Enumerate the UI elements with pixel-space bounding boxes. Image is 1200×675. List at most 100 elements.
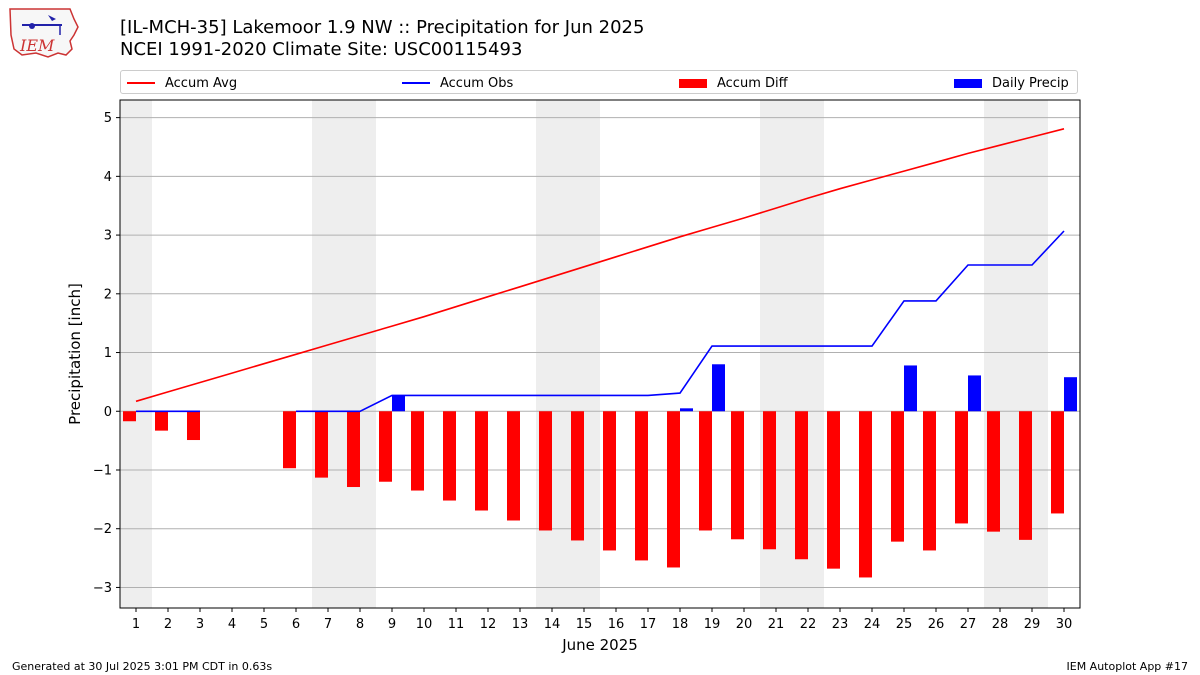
x-tick-label: 4 [228, 617, 236, 632]
y-axis-label: Precipitation [inch] [66, 283, 84, 425]
accum-diff-bar [795, 411, 808, 560]
accum-obs-line [296, 230, 1065, 413]
y-tick-label: 3 [104, 229, 112, 244]
legend-label-accum-avg: Accum Avg [165, 75, 238, 91]
accum-diff-bar [283, 411, 296, 469]
accum-diff-bar [539, 411, 552, 531]
accum-diff-bar [1051, 411, 1064, 514]
weekend-band [312, 100, 376, 608]
legend-swatch-accum-avg [127, 82, 155, 84]
x-tick-label: 16 [608, 617, 625, 632]
x-tick-label: 21 [768, 617, 785, 632]
legend-label-daily-precip: Daily Precip [992, 75, 1069, 91]
daily-precip-bar [680, 408, 693, 412]
accum-diff-bar [443, 411, 456, 501]
y-tick-label: 5 [104, 111, 112, 126]
accum-avg-line [135, 128, 1065, 403]
accum-diff-bar [923, 411, 936, 551]
legend-swatch-accum-diff [679, 78, 707, 88]
daily-precip-bar [392, 395, 405, 412]
y-tick-label: 4 [104, 170, 112, 185]
x-tick-label: 13 [512, 617, 529, 632]
accum-diff-bar [379, 411, 392, 482]
footer-generated: Generated at 30 Jul 2025 3:01 PM CDT in … [12, 660, 273, 673]
x-tick-label: 20 [736, 617, 753, 632]
daily-precip-bar [904, 365, 917, 412]
legend-swatch-accum-obs [402, 82, 430, 84]
accum-diff-bar [411, 411, 424, 491]
accum-diff-bar [891, 411, 904, 542]
plot-frame [119, 99, 1081, 609]
y-tick-label: −1 [93, 463, 112, 478]
accum-diff-bar [475, 411, 488, 511]
accum-diff-bar [859, 411, 872, 578]
accum-diff-bar [987, 411, 1000, 532]
accum-diff-bar [603, 411, 616, 551]
x-tick-label: 14 [544, 617, 561, 632]
y-tick-label: −2 [93, 522, 112, 537]
x-tick-label: 7 [324, 617, 332, 632]
accum-diff-bar [507, 411, 520, 521]
iem-logo: IEM [8, 5, 80, 59]
x-tick-label: 22 [800, 617, 817, 632]
x-tick-label: 15 [576, 617, 593, 632]
accum-diff-bar [699, 411, 712, 531]
x-tick-label: 3 [196, 617, 204, 632]
accum-diff-bar [347, 411, 360, 488]
x-tick-label: 28 [992, 617, 1009, 632]
x-tick-label: 24 [864, 617, 881, 632]
accum-diff-bar [635, 411, 648, 561]
x-tick-label: 5 [260, 617, 268, 632]
accum-diff-bar [827, 411, 840, 569]
daily-precip-bar [1064, 377, 1077, 412]
legend-accum-avg: Accum Avg [127, 74, 237, 92]
x-axis-label: June 2025 [561, 636, 638, 654]
accum-diff-bar [955, 411, 968, 524]
daily-precip-bar [968, 375, 981, 412]
daily-precip-bar [712, 364, 725, 412]
x-tick-label: 6 [292, 617, 300, 632]
accum-diff-bar [187, 411, 200, 441]
y-tick-label: 0 [104, 405, 112, 420]
x-tick-label: 18 [672, 617, 689, 632]
x-tick-label: 29 [1024, 617, 1041, 632]
legend: Accum Avg Accum Obs Accum Diff Daily Pre… [120, 70, 1078, 94]
logo-text: IEM [19, 36, 55, 55]
x-tick-label: 23 [832, 617, 849, 632]
x-tick-label: 10 [416, 617, 433, 632]
accum-diff-bar [315, 411, 328, 478]
x-tick-label: 19 [704, 617, 721, 632]
accum-diff-bar [155, 411, 168, 431]
y-tick-label: 1 [104, 346, 112, 361]
x-tick-label: 25 [896, 617, 913, 632]
legend-accum-obs: Accum Obs [402, 74, 513, 92]
weekend-band [120, 100, 152, 608]
legend-daily-precip: Daily Precip [954, 74, 1069, 92]
accum-diff-bar [731, 411, 744, 540]
legend-label-accum-diff: Accum Diff [717, 75, 788, 91]
y-tick-label: −3 [93, 581, 112, 596]
x-tick-label: 30 [1056, 617, 1073, 632]
chart-subtitle: NCEI 1991-2020 Climate Site: USC00115493 [120, 39, 523, 60]
x-tick-label: 27 [960, 617, 977, 632]
legend-label-accum-obs: Accum Obs [440, 75, 514, 91]
x-tick-label: 26 [928, 617, 945, 632]
chart-title: [IL-MCH-35] Lakemoor 1.9 NW :: Precipita… [120, 17, 645, 38]
x-tick-label: 12 [480, 617, 497, 632]
accum-diff-bar [123, 411, 136, 422]
accum-diff-bar [571, 411, 584, 541]
y-tick-label: 2 [104, 287, 112, 302]
accum-diff-bar [763, 411, 776, 550]
x-tick-label: 1 [132, 617, 140, 632]
x-tick-label: 9 [388, 617, 396, 632]
accum-diff-bar [1019, 411, 1032, 540]
legend-accum-diff: Accum Diff [679, 74, 788, 92]
x-tick-label: 11 [448, 617, 465, 632]
x-tick-label: 17 [640, 617, 657, 632]
footer-app: IEM Autoplot App #17 [1066, 660, 1189, 673]
legend-swatch-daily-precip [954, 78, 982, 88]
x-tick-label: 8 [356, 617, 364, 632]
accum-diff-bar [667, 411, 680, 568]
x-tick-label: 2 [164, 617, 172, 632]
